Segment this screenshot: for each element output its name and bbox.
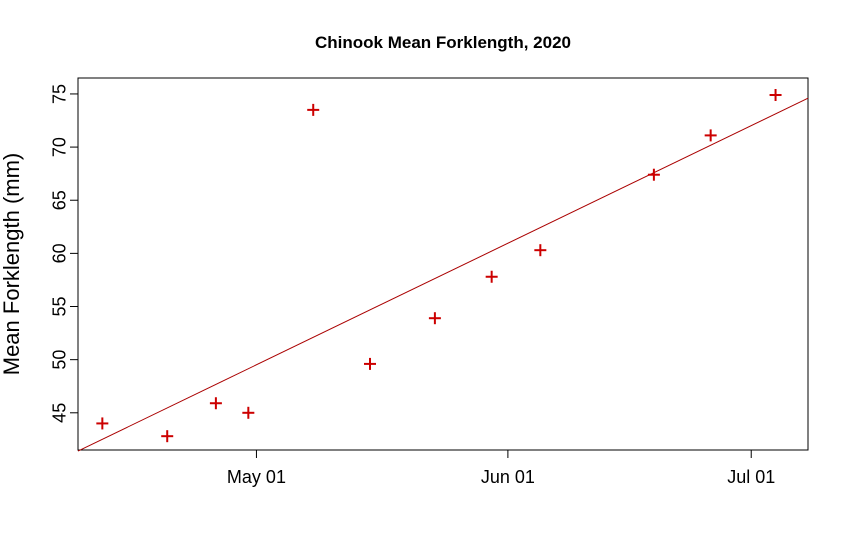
data-point xyxy=(534,244,547,257)
x-tick-label: Jul 01 xyxy=(727,467,775,487)
data-point xyxy=(428,312,441,325)
y-tick-label: 60 xyxy=(49,243,69,263)
x-tick-label: Jun 01 xyxy=(481,467,535,487)
chart-title: Chinook Mean Forklength, 2020 xyxy=(315,33,571,52)
data-point xyxy=(96,417,109,430)
data-point xyxy=(242,406,255,419)
data-point xyxy=(647,168,660,181)
y-tick-label: 65 xyxy=(49,190,69,210)
regression-line xyxy=(77,97,809,452)
y-axis-label: Mean Forklength (mm) xyxy=(0,153,24,376)
data-point xyxy=(769,89,782,102)
y-axis: 45 50 55 60 65 70 75 xyxy=(49,84,78,423)
x-tick-label: May 01 xyxy=(227,467,286,487)
data-point xyxy=(364,357,376,370)
data-point xyxy=(161,430,174,443)
y-tick-label: 55 xyxy=(49,296,69,316)
data-point xyxy=(704,129,717,142)
y-tick-label: 45 xyxy=(49,403,69,423)
y-tick-label: 75 xyxy=(49,84,69,104)
x-axis: May 01 Jun 01 Jul 01 xyxy=(227,450,775,487)
y-tick-label: 70 xyxy=(49,137,69,157)
data-point xyxy=(209,397,222,410)
data-point xyxy=(307,103,320,116)
plot-area xyxy=(77,89,809,452)
data-point xyxy=(485,270,498,283)
y-tick-label: 50 xyxy=(49,350,69,370)
plot-frame xyxy=(77,77,809,451)
